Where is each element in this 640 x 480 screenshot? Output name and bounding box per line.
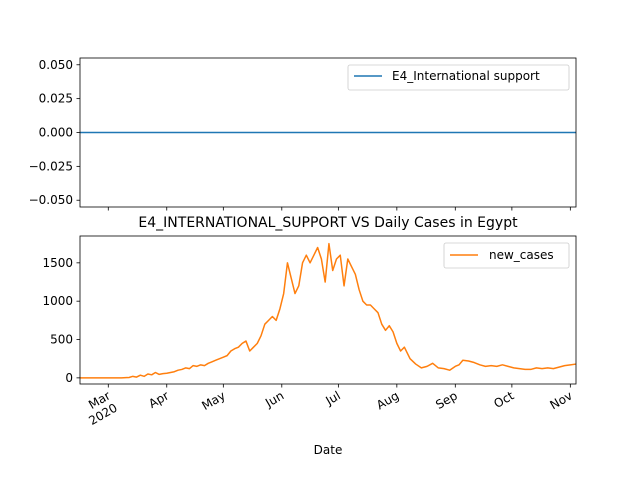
series-line-new-cases	[80, 242, 577, 379]
bottom-panel: E4_INTERNATIONAL_SUPPORT VS Daily Cases …	[42, 215, 577, 457]
bottom-chart-title: E4_INTERNATIONAL_SUPPORT VS Daily Cases …	[138, 215, 518, 231]
bottom-y-tick-label: 0	[65, 371, 73, 385]
top-x-axis	[107, 207, 571, 211]
bottom-y-tick-label: 1000	[42, 294, 73, 308]
top-plot-frame	[79, 57, 577, 208]
bottom-x-tick-label: Aug	[374, 388, 401, 412]
top-legend: E4_International support	[347, 64, 570, 91]
bottom-x-tick-label: Nov	[548, 388, 575, 412]
bottom-x-tick-label: May	[199, 388, 227, 413]
bottom-x-tick-label: Apr	[146, 388, 171, 411]
bottom-x-tick-label: Jun	[262, 388, 286, 410]
bottom-plot-frame	[79, 235, 577, 385]
bottom-x-axis-label: Date	[314, 443, 343, 457]
bottom-y-axis: 0 500 1000 1500	[42, 256, 80, 385]
bottom-legend-box	[443, 242, 570, 269]
bottom-x-tick-label: Jul	[322, 388, 342, 408]
top-y-tick-label: −0.025	[29, 159, 73, 173]
top-y-tick-label: 0.050	[39, 58, 73, 72]
bottom-legend-label: new_cases	[489, 248, 554, 262]
bottom-x-tick-label: Sep	[433, 388, 460, 411]
top-y-tick-label: 0.000	[39, 126, 73, 140]
top-y-axis: −0.050 −0.025 0.000 0.025 0.050	[29, 58, 80, 207]
top-y-tick-label: 0.025	[39, 92, 73, 106]
top-legend-label: E4_International support	[392, 69, 540, 83]
bottom-y-tick-label: 1500	[42, 256, 73, 270]
bottom-x-axis: Mar2020 Apr May Jun Jul Aug Sep Oct Nov	[79, 384, 575, 428]
bottom-legend: new_cases	[443, 242, 570, 269]
bottom-x-tick-label: Mar2020	[79, 388, 120, 428]
top-legend-box	[347, 64, 570, 91]
top-panel: −0.050 −0.025 0.000 0.025 0.050 E4_Internati…	[29, 57, 577, 211]
bottom-x-tick-label: Oct	[491, 388, 516, 411]
top-y-tick-label: −0.050	[29, 193, 73, 207]
bottom-y-tick-label: 500	[50, 333, 73, 347]
